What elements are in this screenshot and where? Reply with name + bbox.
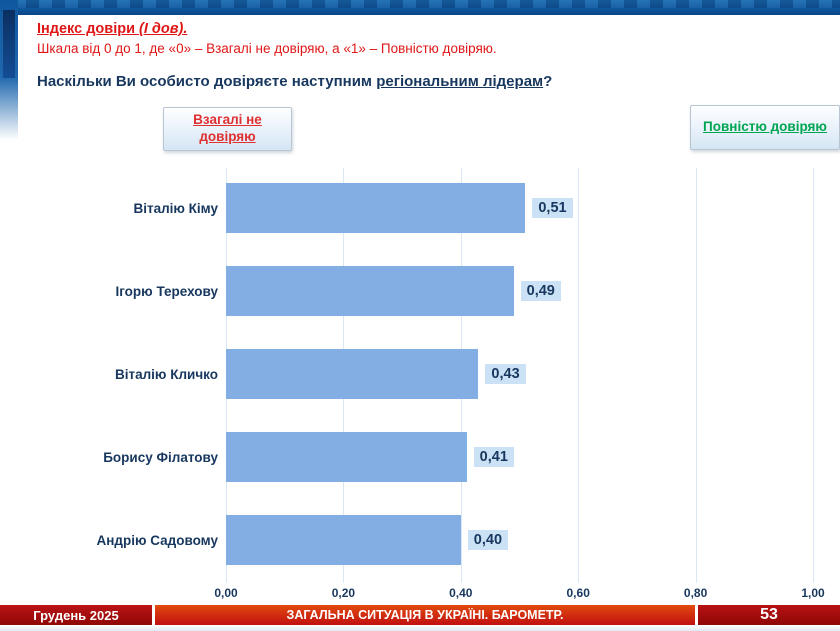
footer-title: ЗАГАЛЬНА СИТУАЦІЯ В УКРАЇНІ. БАРОМЕТР. [155,605,695,625]
question-underlined: регіональним лідерам [376,73,544,90]
category-label: Віталію Кіму [133,200,218,216]
bar-row: 0,49 [226,266,813,316]
x-axis: 0,00 0,20 0,40 0,60 0,80 1,00 [214,586,824,602]
index-title-abbrev: (І дов). [139,21,188,37]
x-tick: 1,00 [801,586,825,600]
bar-andriy-sadovyi [226,515,461,565]
index-title-text: Індекс довіри [37,21,140,37]
top-decorative-band [0,0,840,15]
bar-row: 0,41 [226,432,813,482]
x-tick: 0,60 [566,586,590,600]
category-label: Андрію Садовому [96,532,219,548]
category-label: Віталію Кличко [114,366,218,382]
value-label: 0,43 [485,364,526,384]
category-label: Борису Філатову [103,449,218,465]
footer-separator [695,605,698,625]
scale-label-full-trust-text: Повністю довіряю [703,119,827,135]
question-suffix: ? [543,73,553,90]
scale-label-not-trust: Взагалі не довіряю [163,107,292,151]
bar-borys-filatov [226,432,467,482]
scale-description: Шкала від 0 до 1, де «0» – Взагалі не до… [37,41,497,56]
question-prefix: Наскільки Ви особисто довіряєте наступни… [37,73,377,90]
gridline [813,168,814,583]
value-label: 0,40 [467,530,509,550]
bar-row: 0,43 [226,349,813,399]
left-decorative-tab [3,10,15,78]
value-label: 0,49 [520,281,561,301]
value-label: 0,51 [532,198,573,218]
bottom-decorative-strip [0,625,840,631]
x-tick: 0,40 [449,586,473,600]
gridline [578,168,580,583]
bar-row: 0,51 [226,183,813,233]
category-label: Ігорю Терехову [115,283,218,299]
x-tick: 0,20 [331,586,356,600]
footer-page-number: 53 [698,605,840,625]
footer-date: Грудень 2025 [0,605,152,625]
value-label: 0,41 [473,447,514,467]
bar-vitaliy-kim [226,183,526,233]
x-tick: 0,00 [214,586,238,600]
index-title: Індекс довіри (І дов). [37,21,187,37]
bar-vitaliy-klychko [226,349,479,399]
x-tick: 0,80 [683,586,708,600]
footer-bar: Грудень 2025 ЗАГАЛЬНА СИТУАЦІЯ В УКРАЇНІ… [0,605,840,625]
scale-label-not-trust-text: Взагалі не довіряю [193,112,262,144]
survey-question: Наскільки Ви особисто довіряєте наступни… [37,73,552,90]
bar-chart-plot-area: 0,51 0,49 0,43 0,41 0,40 [226,168,814,583]
scale-label-full-trust: Повністю довіряю [690,105,840,150]
bar-ihor-terekhov [226,266,514,316]
gridline [695,168,697,583]
footer-separator [152,605,155,625]
bar-row: 0,40 [226,515,813,565]
